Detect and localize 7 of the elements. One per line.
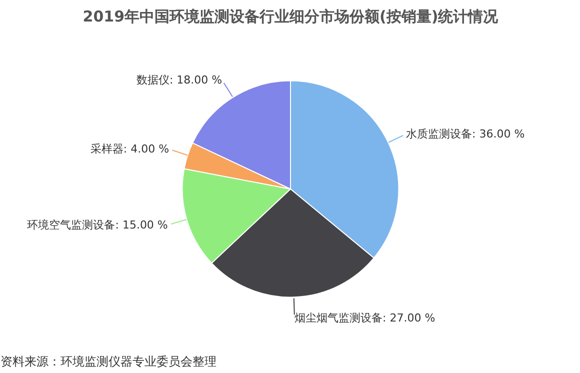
slice-label: 数据仪: 18.00 % [136, 74, 222, 87]
slice-label: 水质监测设备: 36.00 % [406, 128, 525, 141]
slice-label: 烟尘烟气监测设备: 27.00 % [294, 311, 436, 324]
slice-label: 采样器: 4.00 % [90, 142, 170, 156]
slice-label: 环境空气监测设备: 15.00 % [27, 218, 168, 232]
chart-title: 2019年中国环境监测设备行业细分市场份额(按销量)统计情况 [82, 8, 500, 26]
text: 资料来源：环境监测仪器专业委员会整理 [0, 354, 216, 368]
